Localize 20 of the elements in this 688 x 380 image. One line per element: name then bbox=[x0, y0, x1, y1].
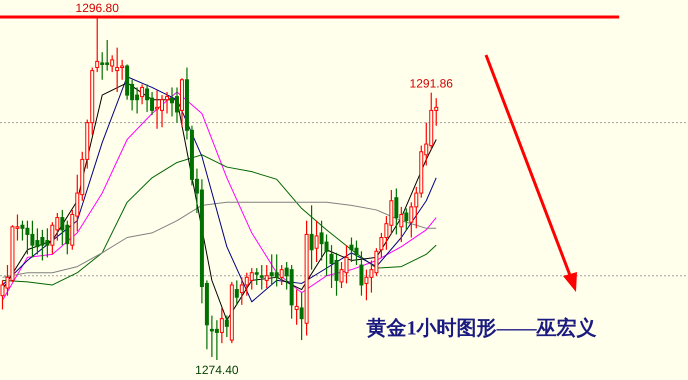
candlestick bbox=[394, 188, 398, 236]
candlestick bbox=[404, 208, 408, 230]
annotation: 1296.80 bbox=[76, 1, 120, 15]
text: 黄金1小时图形——巫宏义 bbox=[366, 316, 597, 340]
candlestick bbox=[224, 314, 229, 338]
candlestick bbox=[260, 264, 264, 290]
candlestick bbox=[110, 54, 114, 73]
candlestick bbox=[314, 220, 319, 263]
candlestick bbox=[140, 84, 144, 105]
candlestick bbox=[234, 280, 239, 306]
annotation: 1274.40 bbox=[195, 363, 239, 377]
candlestick bbox=[294, 288, 299, 326]
candlestick bbox=[264, 264, 269, 289]
candlestick bbox=[280, 264, 284, 286]
candlestick bbox=[254, 268, 259, 286]
candlestick bbox=[310, 204, 314, 270]
candlestick bbox=[300, 292, 304, 341]
candlestick bbox=[399, 206, 404, 243]
annotation: 1291.86 bbox=[410, 76, 454, 91]
candlestick bbox=[220, 307, 224, 344]
